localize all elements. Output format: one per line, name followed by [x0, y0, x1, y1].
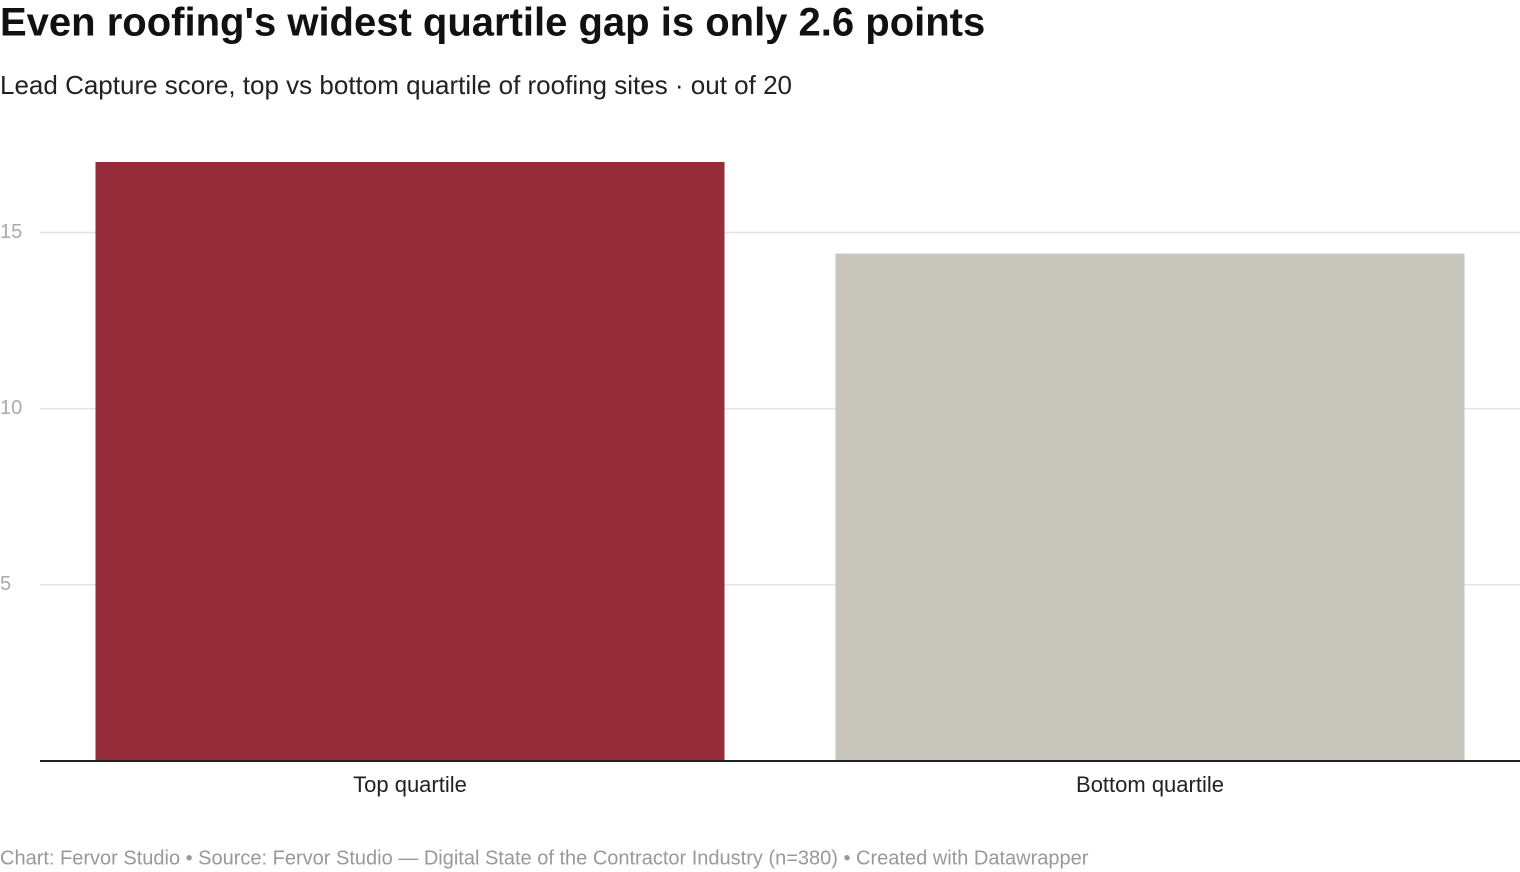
- bar: [95, 162, 725, 761]
- chart-title: Even roofing's widest quartile gap is on…: [0, 1, 985, 45]
- y-tick-label: 5: [0, 573, 11, 595]
- chart-subtitle: Lead Capture score, top vs bottom quarti…: [0, 70, 792, 100]
- y-tick-label: 10: [0, 397, 22, 419]
- bar: [835, 253, 1465, 762]
- y-tick-label: 15: [0, 221, 22, 243]
- chart-footer: Chart: Fervor Studio • Source: Fervor St…: [0, 847, 1089, 869]
- x-tick-label: Bottom quartile: [1076, 772, 1224, 797]
- x-tick-label: Top quartile: [353, 772, 467, 797]
